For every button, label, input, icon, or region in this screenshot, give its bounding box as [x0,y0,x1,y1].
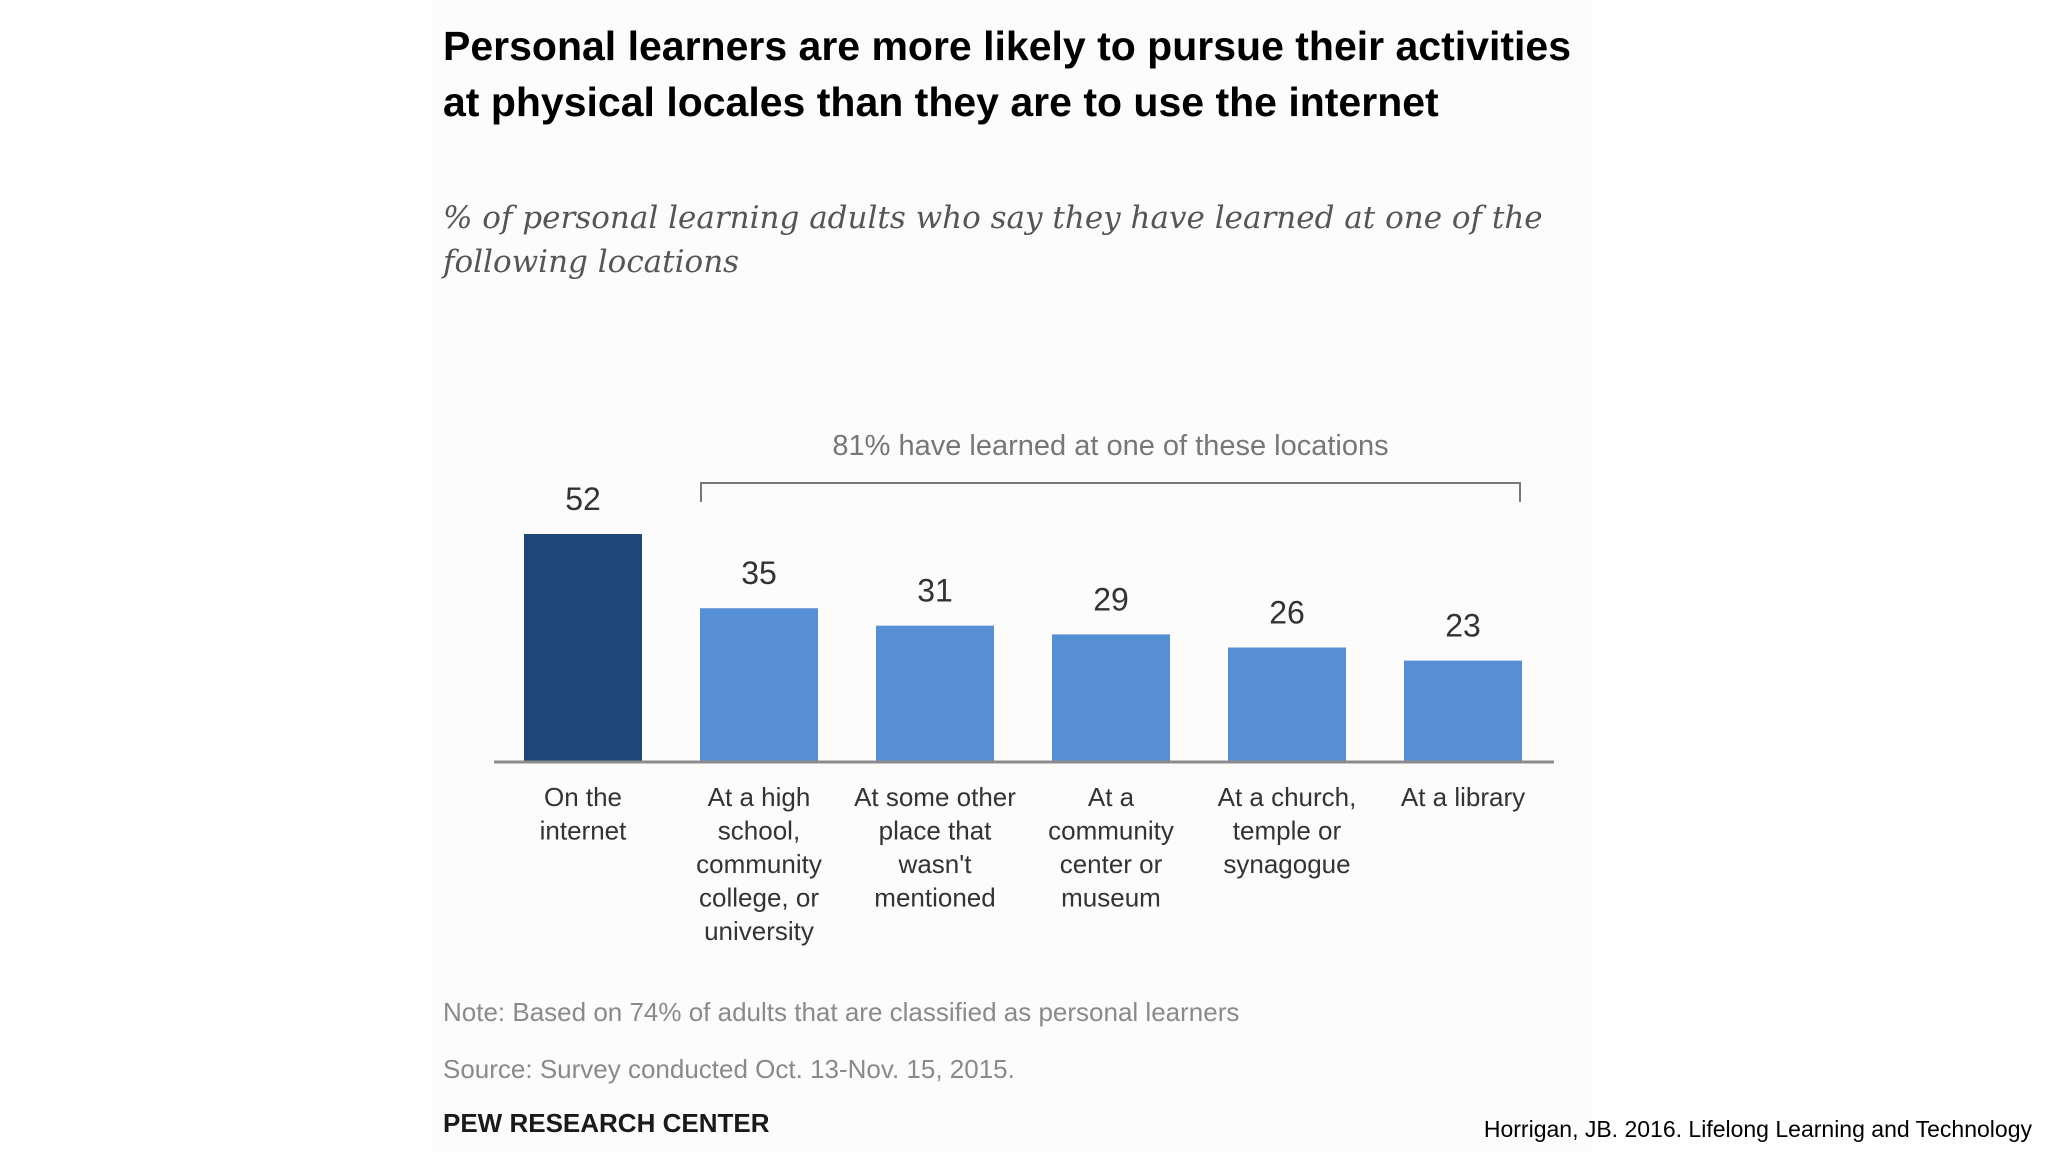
chart-title: Personal learners are more likely to pur… [443,23,1572,125]
chart-source: Source: Survey conducted Oct. 13-Nov. 15… [443,1054,1015,1084]
category-label-4-line-1: At a [1088,782,1135,812]
category-label-2-line-1: At a high [708,782,811,812]
bar-6 [1404,660,1522,761]
data-label-1: 52 [565,481,601,517]
category-label-2-line-4: college, or [699,883,819,913]
bar-1 [524,534,642,761]
category-label-1-line-1: On the [544,782,622,812]
bar-4 [1052,634,1170,761]
chart-note: Note: Based on 74% of adults that are cl… [443,997,1240,1027]
bar-2 [700,608,818,761]
data-label-5: 26 [1269,595,1305,631]
category-label-3-line-3: wasn't [898,849,973,879]
brand-logo-text: PEW RESEARCH CENTER [443,1108,770,1138]
citation: Horrigan, JB. 2016. Lifelong Learning an… [1483,1116,2032,1142]
data-label-3: 31 [917,573,953,609]
category-label-4-line-4: museum [1061,883,1161,913]
category-label-2-line-2: school, [718,816,800,846]
annotation-bracket [700,482,1521,502]
chart-subtitle: % of personal learning adults who say th… [443,200,1543,280]
bar-3 [876,625,994,761]
data-label-6: 23 [1445,608,1481,644]
category-label-5-line-1: At a church, [1218,782,1357,812]
data-label-4: 29 [1093,581,1129,617]
category-label-2-line-5: university [704,916,814,946]
category-label-1-line-2: internet [540,816,627,846]
category-label-5-line-3: synagogue [1223,849,1350,879]
category-label-6-line-1: At a library [1401,782,1525,812]
category-label-4-line-2: community [1048,816,1174,846]
category-label-2-line-3: community [696,849,822,879]
category-label-3-line-4: mentioned [874,883,995,913]
category-label-5-line-2: temple or [1233,816,1342,846]
annotation-label: 81% have learned at one of these locatio… [832,430,1388,462]
category-label-3-line-1: At some other [854,782,1016,812]
category-label-4-line-3: center or [1060,849,1163,879]
category-label-3-line-2: place that [879,816,993,846]
bar-5 [1228,647,1346,761]
data-label-2: 35 [741,555,777,591]
